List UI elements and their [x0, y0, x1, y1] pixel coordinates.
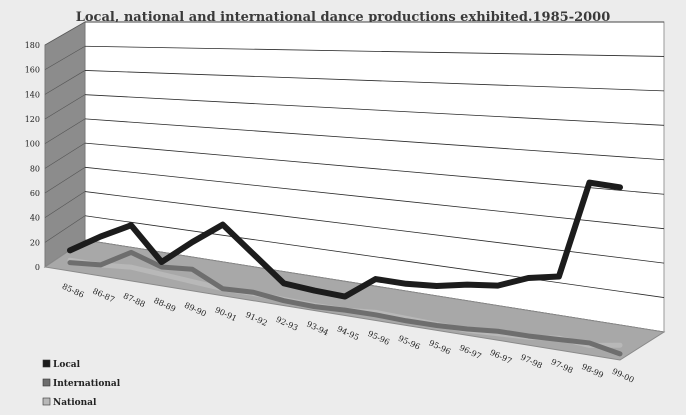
y-tick-label: 0: [35, 263, 40, 272]
y-tick-label: 180: [25, 41, 40, 50]
y-tick-label: 100: [25, 140, 40, 149]
y-tick-label: 120: [25, 115, 40, 124]
x-tick-label: 97-98: [550, 357, 575, 375]
legend-label-international: International: [53, 379, 121, 389]
x-tick-label: 88-89: [152, 296, 177, 314]
legend-label-national: National: [53, 398, 97, 408]
legend-swatch-local: [42, 359, 51, 368]
y-tick-label: 20: [30, 238, 40, 247]
x-tick-label: 99-00: [611, 367, 636, 385]
gridline-side: [44, 191, 86, 218]
gridline: [84, 45, 665, 57]
x-tick-label: 96-97: [458, 343, 483, 361]
x-tick-label: 89-90: [183, 301, 208, 319]
legend-label-local: Local: [53, 360, 81, 370]
gridline-side: [44, 167, 86, 194]
x-tick-label: 98-99: [580, 362, 605, 380]
series-line-local: [67, 179, 623, 300]
x-tick-label: 97-98: [519, 353, 544, 371]
gridline-side: [44, 118, 86, 144]
side-wall: [44, 21, 86, 268]
gridline: [84, 118, 665, 161]
gridline: [84, 94, 665, 126]
gridline-side: [44, 142, 86, 169]
gridline-side: [44, 94, 86, 120]
y-tick-label: 140: [25, 90, 40, 99]
legend-swatch-national: [42, 397, 51, 406]
x-tick-label: 95-96: [366, 329, 391, 347]
legend-swatch-international: [42, 378, 51, 387]
gridline: [84, 70, 665, 92]
gridline-side: [44, 215, 86, 243]
gridline: [84, 166, 665, 230]
series-line-international: [67, 249, 623, 357]
chart-title: Local, national and international dance …: [75, 10, 611, 25]
y-tick-label: 60: [30, 189, 40, 198]
x-tick-label: 95-96: [427, 338, 452, 356]
gridline-side: [44, 45, 86, 70]
x-tick-label: 91-92: [244, 310, 269, 328]
y-tick-label: 80: [30, 164, 40, 173]
x-tick-label: 87-88: [122, 291, 147, 309]
x-tick-label: 90-91: [213, 305, 238, 323]
x-tick-label: 95-96: [397, 334, 422, 352]
gridline-side: [44, 21, 86, 46]
gridline: [84, 142, 665, 195]
x-tick-label: 93-94: [305, 320, 330, 338]
x-tick-label: 85-86: [61, 282, 86, 300]
gridline: [84, 215, 665, 298]
x-tick-label: 92-93: [275, 315, 300, 333]
x-tick-label: 86-87: [91, 287, 116, 305]
x-tick-label: 94-95: [336, 324, 361, 342]
y-tick-label: 40: [30, 214, 40, 223]
y-tick-label: 160: [25, 66, 40, 75]
gridline-side: [44, 70, 86, 95]
x-tick-label: 96-97: [488, 348, 513, 366]
